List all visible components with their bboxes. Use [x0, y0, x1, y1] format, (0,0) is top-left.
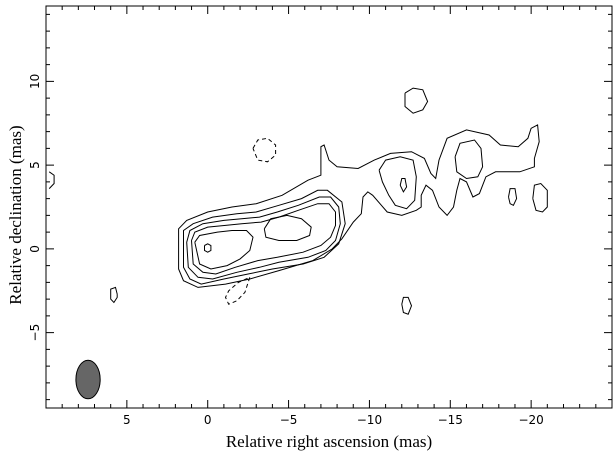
beam-layer	[75, 359, 101, 400]
x-tick-label: −20	[518, 413, 543, 427]
contour-blob-12.3-3.4	[401, 296, 413, 315]
beam-ellipse	[75, 359, 101, 400]
contour-blob-5.9-2.8	[110, 286, 118, 304]
y-axis-label: Relative declination (mas)	[6, 125, 25, 304]
x-tick-label: 0	[204, 413, 212, 427]
contour-core-level-5	[194, 230, 254, 270]
contour-layer	[48, 87, 548, 315]
contour-blob-12.8-8.8	[404, 87, 429, 114]
y-tick-label: 5	[28, 161, 42, 169]
contour-core-outermost	[178, 124, 540, 288]
contour-knot-16mas	[454, 139, 484, 180]
contour-blob-18.8-3.0	[508, 188, 518, 206]
x-tick-label: −15	[438, 413, 463, 427]
x-tick-label: −10	[357, 413, 382, 427]
contour-neg-3.5-6	[252, 137, 277, 163]
contour-neg-2-2.5	[224, 276, 251, 305]
contour-core-peak	[204, 243, 212, 253]
axis-ticks: 5 0 −5 −10 −15 −20 −5 0 5 10	[28, 6, 612, 427]
contour-knot-12mas-inner	[399, 178, 408, 193]
contour-edge-blob-left	[48, 171, 55, 189]
x-axis-label: Relative right ascension (mas)	[226, 432, 432, 451]
y-tick-label: −5	[28, 324, 42, 342]
y-tick-label: 10	[28, 74, 42, 89]
y-tick-label: 0	[28, 245, 42, 253]
plot-frame	[45, 5, 613, 409]
contour-knot-12mas-outer	[378, 156, 417, 210]
contour-core-level-3	[186, 196, 341, 280]
contour-jet-knot-inner	[263, 214, 312, 241]
contour-core-level-2	[183, 189, 346, 285]
contour-core-level-4	[191, 203, 336, 275]
x-tick-label: −5	[280, 413, 298, 427]
contour-blob-20.6-3.1	[532, 182, 548, 213]
x-tick-label: 5	[123, 413, 131, 427]
